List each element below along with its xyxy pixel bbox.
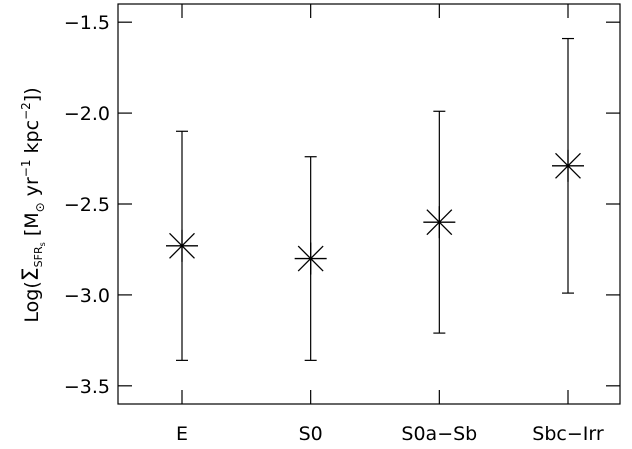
- y-axis-title-prefix: Log(: [21, 281, 43, 322]
- y-tick-label: −3.5: [64, 376, 110, 398]
- marker-stroke: [169, 232, 195, 259]
- y-axis-title-yr-exp: −1: [19, 159, 33, 177]
- marker-stroke: [555, 152, 581, 179]
- plot-border: [117, 3, 621, 405]
- y-axis-title-sun: ⊙: [33, 202, 47, 212]
- data-point-marker: [294, 242, 327, 275]
- y-axis-title-kpc: kpc: [21, 120, 43, 160]
- plot-frame: [117, 3, 621, 405]
- y-tick-label: −2.0: [64, 103, 110, 125]
- y-tick-label: −2.5: [64, 194, 110, 216]
- data-point-marker: [552, 149, 584, 182]
- marker-stroke: [297, 245, 324, 272]
- x-tick-label: S0a−Sb: [401, 423, 477, 445]
- marker-stroke: [426, 209, 453, 236]
- y-axis-ticks: −3.5 −3.0 −2.5 −2.0 −1.5: [64, 12, 620, 398]
- data-point-marker: [423, 206, 456, 239]
- y-axis-title-kpc-exp: −2: [19, 102, 33, 120]
- y-axis-title-bracket: [M: [21, 212, 43, 242]
- x-tick-label: E: [176, 423, 188, 445]
- y-axis-title-suffix: ]): [21, 87, 43, 102]
- y-tick-label: −1.5: [64, 12, 110, 34]
- y-tick-label: −3.0: [64, 285, 110, 307]
- y-axis-title-sigma: Σ: [19, 267, 44, 281]
- data-point-marker: [166, 229, 198, 262]
- x-tick-label: Sbc−Irr: [532, 423, 604, 445]
- data-series: [166, 37, 584, 361]
- x-tick-label: S0: [299, 423, 323, 445]
- y-axis-title: Log(ΣSFRs [M⊙ yr−1 kpc−2]): [19, 87, 47, 322]
- x-axis-ticks: E S0 S0a−Sb Sbc−Irr: [176, 4, 604, 445]
- y-axis-title-sigma-sub: SFR: [32, 246, 45, 267]
- y-axis-title-yr: yr: [21, 177, 43, 202]
- y-axis-title-sigma-subsub: s: [38, 242, 47, 246]
